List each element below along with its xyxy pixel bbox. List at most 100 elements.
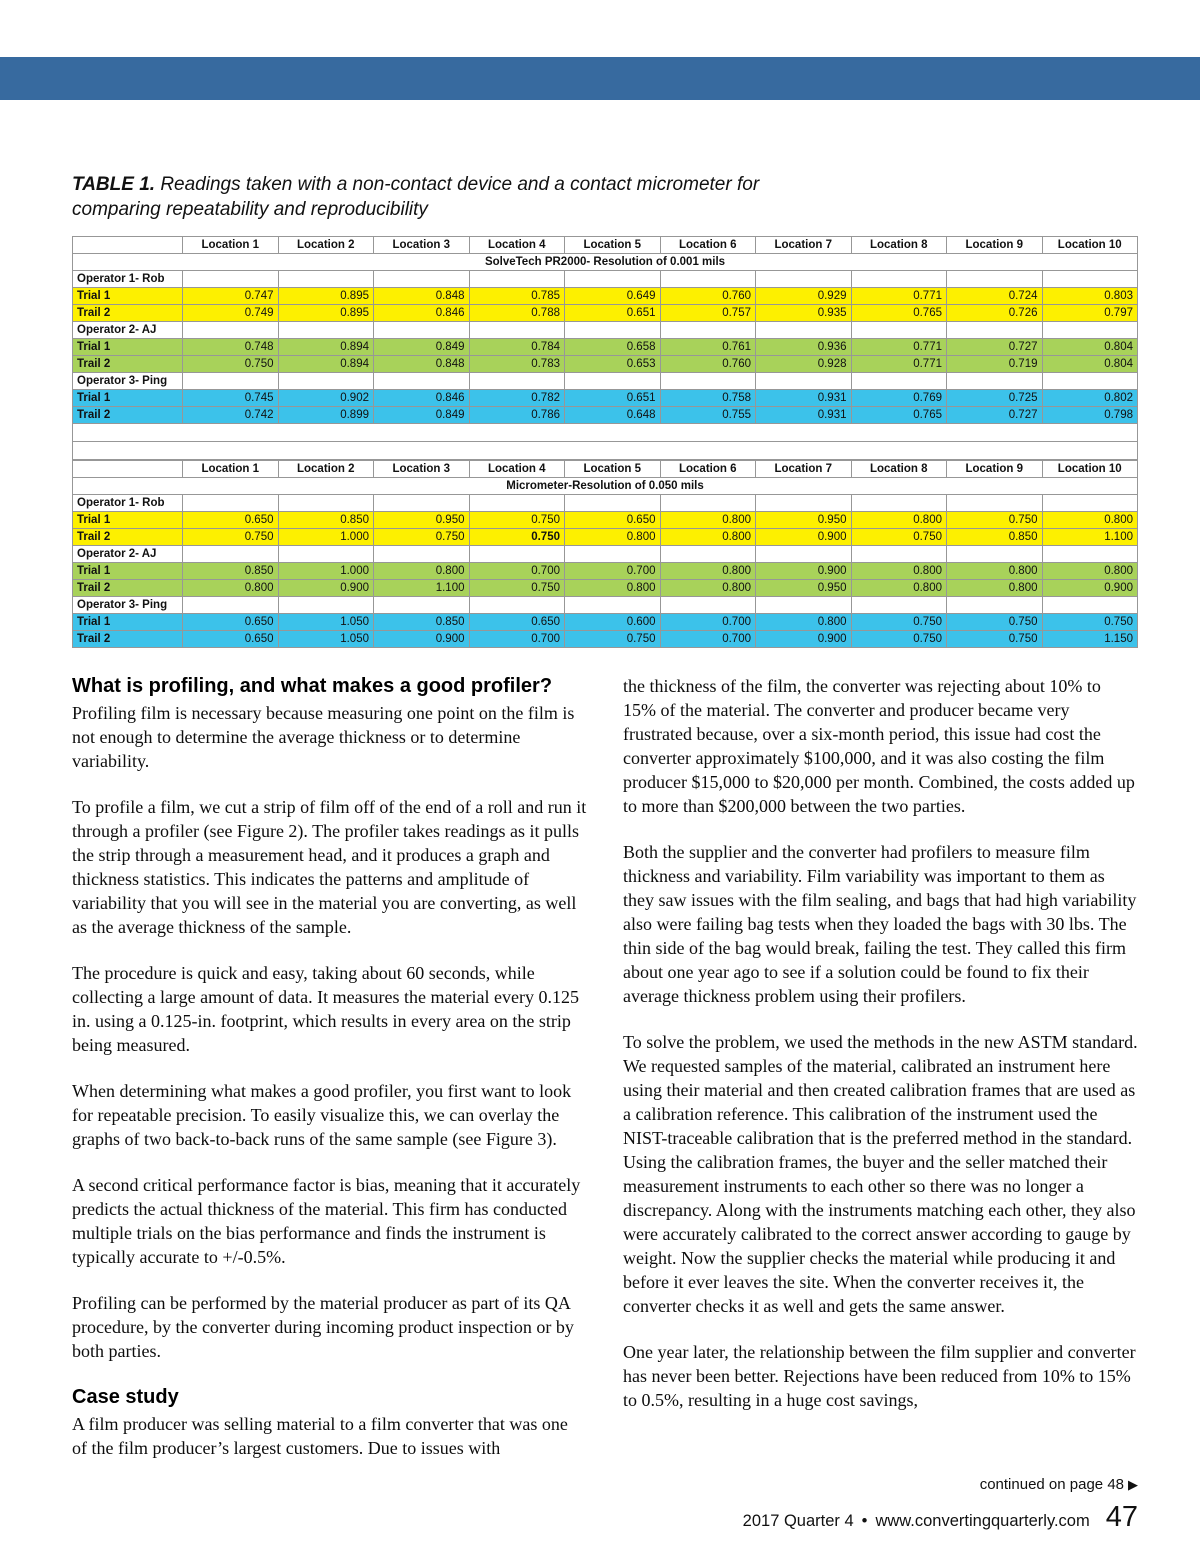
trial-label: Trail 2: [72, 406, 183, 424]
reading-value: 0.650: [468, 613, 565, 631]
table-spacer-row: [72, 424, 1138, 442]
table-title-cell: Micrometer-Resolution of 0.050 mils: [72, 477, 1138, 495]
reading-value: 0.800: [1041, 511, 1138, 529]
reading-value: 0.800: [564, 579, 661, 597]
readings-table: Location 1 Location 2 Location 3 Location 4…: [72, 236, 1138, 424]
operator-row: Operator 3- Ping: [72, 372, 1138, 390]
empty-cell: [182, 372, 279, 390]
page-number: 47: [1105, 1501, 1138, 1533]
reading-value: 0.658: [564, 338, 661, 356]
location-column-header: Location 8: [850, 460, 947, 478]
empty-cell: [946, 270, 1043, 288]
empty-cell: [468, 372, 565, 390]
empty-cell: [946, 494, 1043, 512]
reading-value: 0.900: [277, 579, 374, 597]
reading-value: 1.000: [277, 562, 374, 580]
reading-value: 0.650: [182, 630, 279, 648]
table-title-cell: SolveTech PR2000- Resolution of 0.001 mi…: [72, 253, 1138, 271]
reading-value: 0.748: [182, 338, 279, 356]
article-paragraph: The procedure is quick and easy, taking …: [72, 963, 579, 1055]
reading-value: 0.750: [850, 528, 947, 546]
location-column-header: Location 5: [564, 460, 661, 478]
empty-cell: [1041, 494, 1138, 512]
reading-value: 0.771: [850, 355, 947, 373]
empty-cell: [468, 545, 565, 563]
empty-cell: [1041, 596, 1138, 614]
empty-cell: [468, 321, 565, 339]
reading-value: 0.800: [659, 579, 756, 597]
reading-value: 0.650: [182, 511, 279, 529]
empty-cell: [850, 372, 947, 390]
table-title-row: SolveTech PR2000- Resolution of 0.001 mi…: [72, 253, 1138, 271]
reading-value: 0.750: [850, 613, 947, 631]
trial-data-row: Trail 2 0.749 0.895 0.846 0.788 0.651 0.757 0.9…: [72, 304, 1138, 322]
reading-value: 0.648: [564, 406, 661, 424]
table-title-row: Micrometer-Resolution of 0.050 mils: [72, 477, 1138, 495]
empty-cell: [564, 596, 661, 614]
article-left-column: What is profiling, and what makes a good…: [72, 674, 587, 1482]
empty-cell: [373, 321, 470, 339]
empty-cell: [659, 494, 756, 512]
readings-table: Location 1 Location 2 Location 3 Location 4…: [72, 460, 1138, 648]
reading-value: 0.803: [1041, 287, 1138, 305]
reading-value: 0.742: [182, 406, 279, 424]
empty-cell: [850, 494, 947, 512]
table-caption-label: TABLE 1.: [72, 174, 156, 195]
continued-notice: continued on page 48 ▶: [743, 1476, 1138, 1493]
site-url[interactable]: www.convertingquarterly.com: [875, 1512, 1090, 1530]
continued-text: continued on page 48: [979, 1476, 1124, 1493]
reading-value: 0.895: [277, 287, 374, 305]
reading-value: 0.894: [277, 338, 374, 356]
reading-value: 0.650: [564, 511, 661, 529]
trial-data-row: Trail 2 0.742 0.899 0.849 0.786 0.648 0.755 0.9…: [72, 406, 1138, 424]
trial-label: Trial 1: [72, 562, 183, 580]
reading-value: 1.050: [277, 613, 374, 631]
reading-value: 0.651: [564, 389, 661, 407]
empty-cell: [850, 321, 947, 339]
empty-cell: [564, 545, 661, 563]
operator-label: Operator 3- Ping: [72, 596, 183, 614]
table-caption: TABLE 1. Readings taken with a non-conta…: [72, 172, 832, 222]
operator-label: Operator 3- Ping: [72, 372, 183, 390]
trial-data-row: Trail 2 0.750 0.894 0.848 0.783 0.653 0.760 0.9…: [72, 355, 1138, 373]
article-paragraph: One year later, the relationship between…: [623, 1342, 1136, 1410]
empty-cell: [946, 596, 1043, 614]
empty-cell: [1041, 545, 1138, 563]
table-corner-cell: [72, 460, 183, 478]
reading-value: 0.895: [277, 304, 374, 322]
reading-value: 0.800: [659, 528, 756, 546]
trial-label: Trail 2: [72, 355, 183, 373]
reading-value: 0.651: [564, 304, 661, 322]
trial-data-row: Trail 2 0.650 1.050 0.900 0.700 0.750 0.700 0.9…: [72, 630, 1138, 648]
empty-cell: [755, 545, 852, 563]
reading-value: 0.760: [659, 355, 756, 373]
reading-value: 0.750: [1041, 613, 1138, 631]
article-paragraph: Both the supplier and the converter had …: [623, 842, 1137, 1006]
table-caption-text: Readings taken with a non-contact device…: [72, 174, 760, 220]
empty-cell: [373, 270, 470, 288]
reading-value: 0.950: [755, 579, 852, 597]
right-column-paragraphs: the thickness of the film, the converter…: [623, 674, 1138, 1412]
reading-value: 0.850: [277, 511, 374, 529]
article-paragraph: Profiling film is necessary because meas…: [72, 703, 575, 771]
reading-value: 0.800: [373, 562, 470, 580]
reading-value: 0.850: [182, 562, 279, 580]
empty-cell: [659, 270, 756, 288]
reading-value: 0.900: [755, 630, 852, 648]
reading-value: 0.771: [850, 287, 947, 305]
reading-value: 0.899: [277, 406, 374, 424]
tables-wrap: Location 1 Location 2 Location 3 Location 4…: [72, 236, 1138, 648]
reading-value: 0.848: [373, 355, 470, 373]
location-column-header: Location 2: [277, 236, 374, 254]
reading-value: 0.900: [755, 562, 852, 580]
location-column-header: Location 7: [755, 236, 852, 254]
bullet-separator: •: [861, 1512, 868, 1530]
empty-cell: [1041, 321, 1138, 339]
trial-label: Trial 1: [72, 287, 183, 305]
empty-cell: [182, 545, 279, 563]
reading-value: 0.850: [946, 528, 1043, 546]
empty-cell: [373, 372, 470, 390]
reading-value: 0.798: [1041, 406, 1138, 424]
profiling-paragraphs: Profiling film is necessary because meas…: [72, 701, 587, 1363]
empty-cell: [277, 596, 374, 614]
